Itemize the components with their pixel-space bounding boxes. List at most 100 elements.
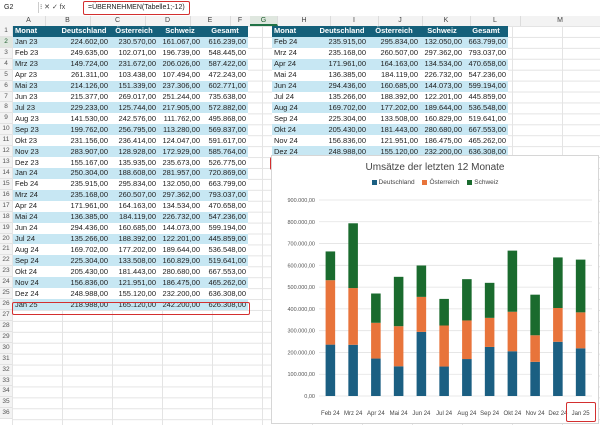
source-cell[interactable]: 144.073,00 xyxy=(158,222,202,234)
source-cell[interactable]: 214.126,00 xyxy=(58,80,110,92)
source-cell[interactable]: Jan 25 xyxy=(13,299,58,310)
result-cell[interactable]: 186.475,00 xyxy=(420,135,464,147)
source-cell[interactable]: 616.239,00 xyxy=(202,36,248,48)
row-header-9[interactable]: 9 xyxy=(0,113,12,125)
source-cell[interactable]: 186.475,00 xyxy=(158,277,202,289)
row-header-7[interactable]: 7 xyxy=(0,91,12,103)
column-header-j[interactable]: J xyxy=(378,16,423,26)
source-cell[interactable]: 164.163,00 xyxy=(110,200,158,212)
column-header-d[interactable]: D xyxy=(145,16,191,26)
row-header-31[interactable]: 31 xyxy=(0,353,12,365)
source-cell[interactable]: 280.680,00 xyxy=(158,266,202,278)
row-header-17[interactable]: 17 xyxy=(0,200,12,212)
row-header-5[interactable]: 5 xyxy=(0,69,12,81)
source-cell[interactable]: 636.308,00 xyxy=(202,288,248,300)
source-cell[interactable]: 472.243,00 xyxy=(202,69,248,81)
source-cell[interactable]: 231.156,00 xyxy=(58,135,110,147)
source-cell[interactable]: Jul 23 xyxy=(13,102,58,114)
source-cell[interactable]: 181.443,00 xyxy=(110,266,158,278)
row-header-13[interactable]: 13 xyxy=(0,157,12,168)
source-cell[interactable]: 235.168,00 xyxy=(58,189,110,201)
row-header-25[interactable]: 25 xyxy=(0,288,12,300)
source-cell[interactable]: 124.047,00 xyxy=(158,135,202,147)
result-cell[interactable]: 188.392,00 xyxy=(368,91,420,103)
source-cell[interactable]: Okt 24 xyxy=(13,266,58,278)
source-cell[interactable]: 172.929,00 xyxy=(158,146,202,158)
source-cell[interactable]: 248.988,00 xyxy=(58,288,110,300)
result-cell[interactable]: 636.308,00 xyxy=(464,146,508,158)
source-cell[interactable]: 113.280,00 xyxy=(158,124,202,136)
result-cell[interactable]: 663.799,00 xyxy=(464,36,508,48)
source-cell[interactable]: 237.306,00 xyxy=(158,80,202,92)
row-header-4[interactable]: 4 xyxy=(0,58,12,70)
result-cell[interactable]: 122.201,00 xyxy=(420,91,464,103)
result-cell[interactable]: 226.732,00 xyxy=(420,69,464,81)
source-cell[interactable]: 188.608,00 xyxy=(110,167,158,179)
source-cell[interactable]: 134.534,00 xyxy=(158,200,202,212)
row-header-36[interactable]: 36 xyxy=(0,408,12,420)
source-cell[interactable]: 585.764,00 xyxy=(202,146,248,158)
result-cell[interactable]: 280.680,00 xyxy=(420,124,464,136)
source-cell[interactable]: 135.935,00 xyxy=(110,157,158,168)
source-cell[interactable]: 445.859,00 xyxy=(202,233,248,245)
source-cell[interactable]: 495.868,00 xyxy=(202,113,248,125)
source-cell[interactable]: 235.915,00 xyxy=(58,178,110,190)
source-cell[interactable]: 169.702,00 xyxy=(58,244,110,256)
source-cell[interactable]: Sep 23 xyxy=(13,124,58,136)
result-cell[interactable]: 121.951,00 xyxy=(368,135,420,147)
source-cell[interactable]: Jan 23 xyxy=(13,36,58,48)
name-box[interactable]: G2 xyxy=(2,2,39,13)
source-cell[interactable]: 251.244,00 xyxy=(158,91,202,103)
result-cell[interactable]: 136.385,00 xyxy=(316,69,368,81)
row-header-24[interactable]: 24 xyxy=(0,277,12,289)
row-header-29[interactable]: 29 xyxy=(0,331,12,343)
result-cell[interactable]: Aug 24 xyxy=(272,102,316,114)
result-cell[interactable]: 295.834,00 xyxy=(368,36,420,48)
chart[interactable]: Umsätze der letzten 12 Monate Deutschlan… xyxy=(271,155,599,424)
source-cell[interactable]: 231.672,00 xyxy=(110,58,158,70)
column-header-m[interactable]: M xyxy=(520,16,600,26)
result-cell[interactable]: 205.430,00 xyxy=(316,124,368,136)
result-cell[interactable]: Okt 24 xyxy=(272,124,316,136)
row-header-23[interactable]: 23 xyxy=(0,266,12,278)
source-cell[interactable]: Mai 23 xyxy=(13,80,58,92)
source-cell[interactable]: 151.339,00 xyxy=(110,80,158,92)
result-cell[interactable]: 547.236,00 xyxy=(464,69,508,81)
source-cell[interactable]: 196.739,00 xyxy=(158,47,202,59)
source-cell[interactable]: 548.445,00 xyxy=(202,47,248,59)
source-cell[interactable]: 107.494,00 xyxy=(158,69,202,81)
source-cell[interactable]: 667.553,00 xyxy=(202,266,248,278)
row-header-21[interactable]: 21 xyxy=(0,244,12,256)
source-cell[interactable]: 250.304,00 xyxy=(58,167,110,179)
source-cell[interactable]: Aug 24 xyxy=(13,244,58,256)
result-cell[interactable]: Sep 24 xyxy=(272,113,316,125)
column-header-k[interactable]: K xyxy=(422,16,471,26)
row-header-20[interactable]: 20 xyxy=(0,233,12,245)
result-cell[interactable]: 445.859,00 xyxy=(464,91,508,103)
source-cell[interactable]: 256.795,00 xyxy=(110,124,158,136)
source-cell[interactable]: 572.882,00 xyxy=(202,102,248,114)
result-cell[interactable]: 135.266,00 xyxy=(316,91,368,103)
source-cell[interactable]: 122.201,00 xyxy=(158,233,202,245)
source-cell[interactable]: 121.951,00 xyxy=(110,277,158,289)
source-cell[interactable]: 269.017,00 xyxy=(110,91,158,103)
source-cell[interactable]: 177.202,00 xyxy=(110,244,158,256)
row-header-11[interactable]: 11 xyxy=(0,135,12,147)
result-cell[interactable]: 225.304,00 xyxy=(316,113,368,125)
source-cell[interactable]: 547.236,00 xyxy=(202,211,248,223)
source-cell[interactable]: Feb 24 xyxy=(13,178,58,190)
result-cell[interactable]: 189.644,00 xyxy=(420,102,464,114)
result-cell[interactable]: Feb 24 xyxy=(272,36,316,48)
source-cell[interactable]: 235.673,00 xyxy=(158,157,202,168)
source-cell[interactable]: 735.638,00 xyxy=(202,91,248,103)
result-cell[interactable]: 144.073,00 xyxy=(420,80,464,92)
source-cell[interactable]: 569.837,00 xyxy=(202,124,248,136)
row-header-8[interactable]: 8 xyxy=(0,102,12,114)
result-cell[interactable]: 134.534,00 xyxy=(420,58,464,70)
result-cell[interactable]: 156.836,00 xyxy=(316,135,368,147)
source-cell[interactable]: 206.026,00 xyxy=(158,58,202,70)
source-cell[interactable]: 720.869,00 xyxy=(202,167,248,179)
column-header-f[interactable]: F xyxy=(230,16,251,26)
source-cell[interactable]: Apr 24 xyxy=(13,200,58,212)
result-cell[interactable]: Mrz 24 xyxy=(272,47,316,59)
